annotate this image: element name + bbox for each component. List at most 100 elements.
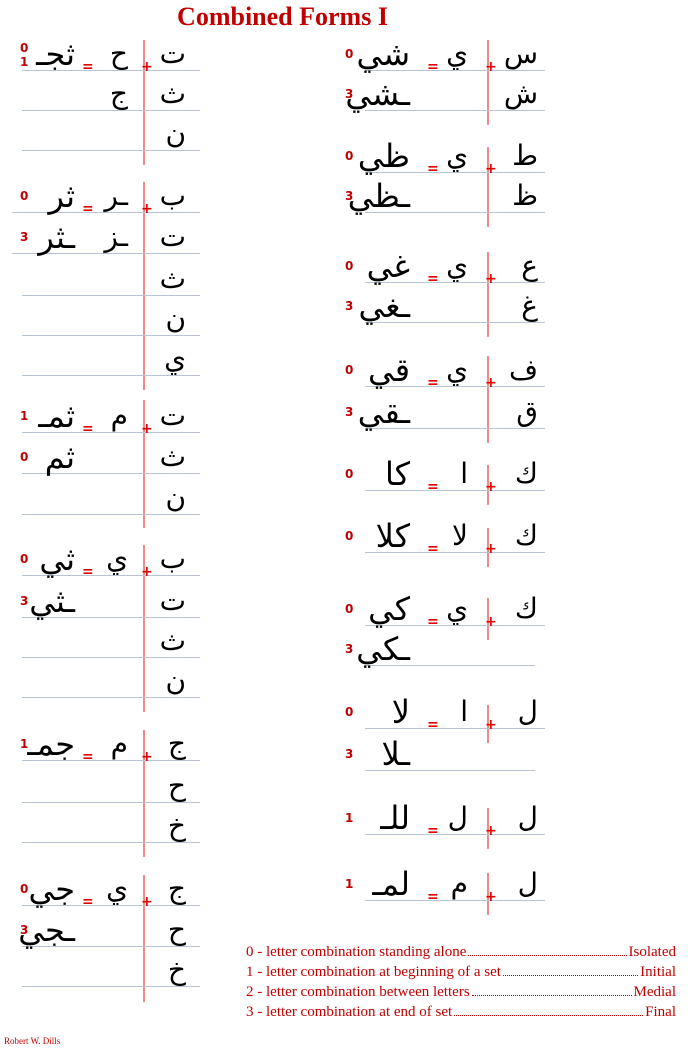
first-letter: غ [521,289,538,322]
equals-sign: = [82,201,94,217]
plus-sign: + [141,894,153,910]
second-letter: ي [446,249,468,282]
form-number: 3 [20,230,29,244]
plus-sign: + [485,375,497,391]
first-letter: ث [159,624,186,657]
form-number: 0 [345,149,354,163]
guide-line [22,657,200,658]
form-number: 0 [345,467,354,481]
separator-line [487,465,489,505]
form-number: 1 [20,55,29,69]
first-letter: ك [514,457,538,490]
equals-sign: = [82,59,94,75]
guide-line [365,322,545,323]
form-number: 0 [20,552,29,566]
separator-line [487,808,489,849]
combined-form: ثجـ [36,35,75,73]
separator-line [487,40,489,125]
plus-sign: + [141,749,153,765]
legend-label: Isolated [628,944,676,960]
guide-line [365,834,545,835]
form-number: 0 [20,189,29,203]
separator-line [487,705,489,743]
separator-line [143,730,145,857]
separator-line [143,182,145,390]
form-number: 3 [345,642,354,656]
form-number: 0 [20,450,29,464]
equals-sign: = [427,271,439,287]
second-letter: ي [106,872,128,905]
form-number: 0 [20,41,29,55]
combined-form: ـغي [358,287,410,325]
equals-sign: = [427,717,439,733]
separator-line [143,875,145,1002]
guide-line [22,473,200,474]
guide-line [22,842,200,843]
first-letter: ف [508,353,538,386]
equals-sign: = [427,479,439,495]
legend-text: 2 - letter combination between letters [246,984,470,1000]
first-letter: ن [165,664,186,697]
first-letter: ظ [512,179,538,212]
first-letter: ب [159,542,186,575]
first-letter: ك [514,592,538,625]
plus-sign: + [141,59,153,75]
first-letter: ث [159,77,186,110]
form-number: 3 [345,747,354,761]
first-letter: ت [159,37,186,70]
first-letter: ط [512,139,538,172]
legend-label: Medial [633,984,677,1000]
first-letter: ب [159,179,186,212]
form-number: 3 [20,923,29,937]
form-number: 0 [345,259,354,273]
plus-sign: + [485,161,497,177]
legend: 0 - letter combination standing alone Is… [246,944,676,1024]
first-letter: ل [517,867,538,900]
second-letter: ي [106,542,128,575]
leader-dots [454,1015,644,1016]
separator-line [143,545,145,712]
combined-form: لا [391,693,410,731]
first-letter: ل [517,695,538,728]
first-letter: خ [167,953,186,986]
equals-sign: = [82,564,94,580]
guide-line [12,253,200,254]
guide-line [365,728,545,729]
plus-sign: + [485,541,497,557]
guide-line [22,375,200,376]
form-number: 3 [345,87,354,101]
form-number: 1 [345,811,354,825]
form-number: 3 [345,299,354,313]
guide-line [22,575,200,576]
combined-form: ظي [357,137,410,175]
guide-line [365,282,545,283]
equals-sign: = [427,614,439,630]
combined-form: ثر [48,177,75,215]
first-letter: ث [159,262,186,295]
second-letter: م [110,399,128,432]
guide-line [365,386,545,387]
legend-label: Final [645,1004,676,1020]
equals-sign: = [82,421,94,437]
separator-line [143,400,145,528]
combined-form: ثي [39,540,75,578]
page-title: Combined Forms I [177,2,388,31]
first-letter: ت [159,220,186,253]
plus-sign: + [485,717,497,733]
guide-line [22,760,200,761]
first-letter: س [503,37,538,70]
separator-line [487,528,489,567]
guide-line [365,665,535,666]
combined-form: كلا [375,517,410,555]
guide-line [22,70,200,71]
guide-line [22,905,200,906]
guide-line [365,770,535,771]
plus-sign: + [485,479,497,495]
combined-form: كا [385,455,410,493]
guide-line [22,617,200,618]
first-letter: خ [167,809,186,842]
second-letter: ل [447,801,468,834]
equals-sign: = [427,375,439,391]
equals-sign: = [82,749,94,765]
combined-form: غي [366,247,410,285]
